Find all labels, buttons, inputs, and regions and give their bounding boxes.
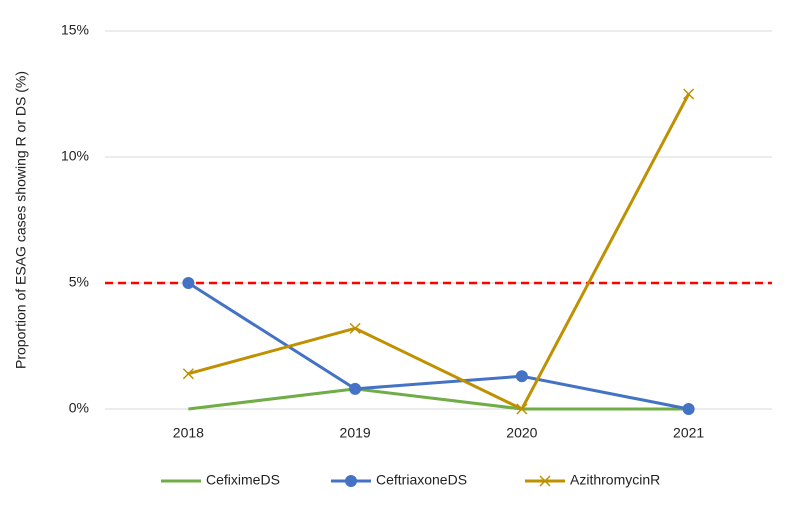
data-point — [515, 370, 528, 383]
data-point — [683, 88, 695, 100]
y-tick-label: 15% — [61, 22, 89, 38]
x-tick-label: 2021 — [673, 425, 704, 441]
y-tick-label: 5% — [69, 274, 89, 290]
x-tick-label: 2019 — [340, 425, 371, 441]
legend-marker — [345, 475, 357, 487]
series-line — [188, 387, 689, 411]
y-tick-label: 10% — [61, 148, 89, 164]
series-line — [187, 281, 689, 411]
data-point — [182, 368, 194, 380]
x-tick-label: 2018 — [173, 425, 204, 441]
data-point — [349, 382, 362, 395]
data-point — [182, 277, 195, 289]
data-point — [682, 403, 695, 415]
legend-label: AzithromycinR — [570, 472, 660, 488]
legend-marker — [539, 475, 551, 487]
legend-label: CefiximeDS — [206, 472, 280, 488]
data-point — [516, 403, 528, 415]
x-tick-label: 2020 — [506, 425, 537, 441]
data-point — [349, 322, 361, 334]
y-axis-label: Proportion of ESAG cases showing R or DS… — [13, 71, 29, 369]
y-tick-label: 0% — [69, 400, 89, 416]
series-line — [187, 93, 690, 411]
legend-label: CeftriaxoneDS — [376, 472, 467, 488]
